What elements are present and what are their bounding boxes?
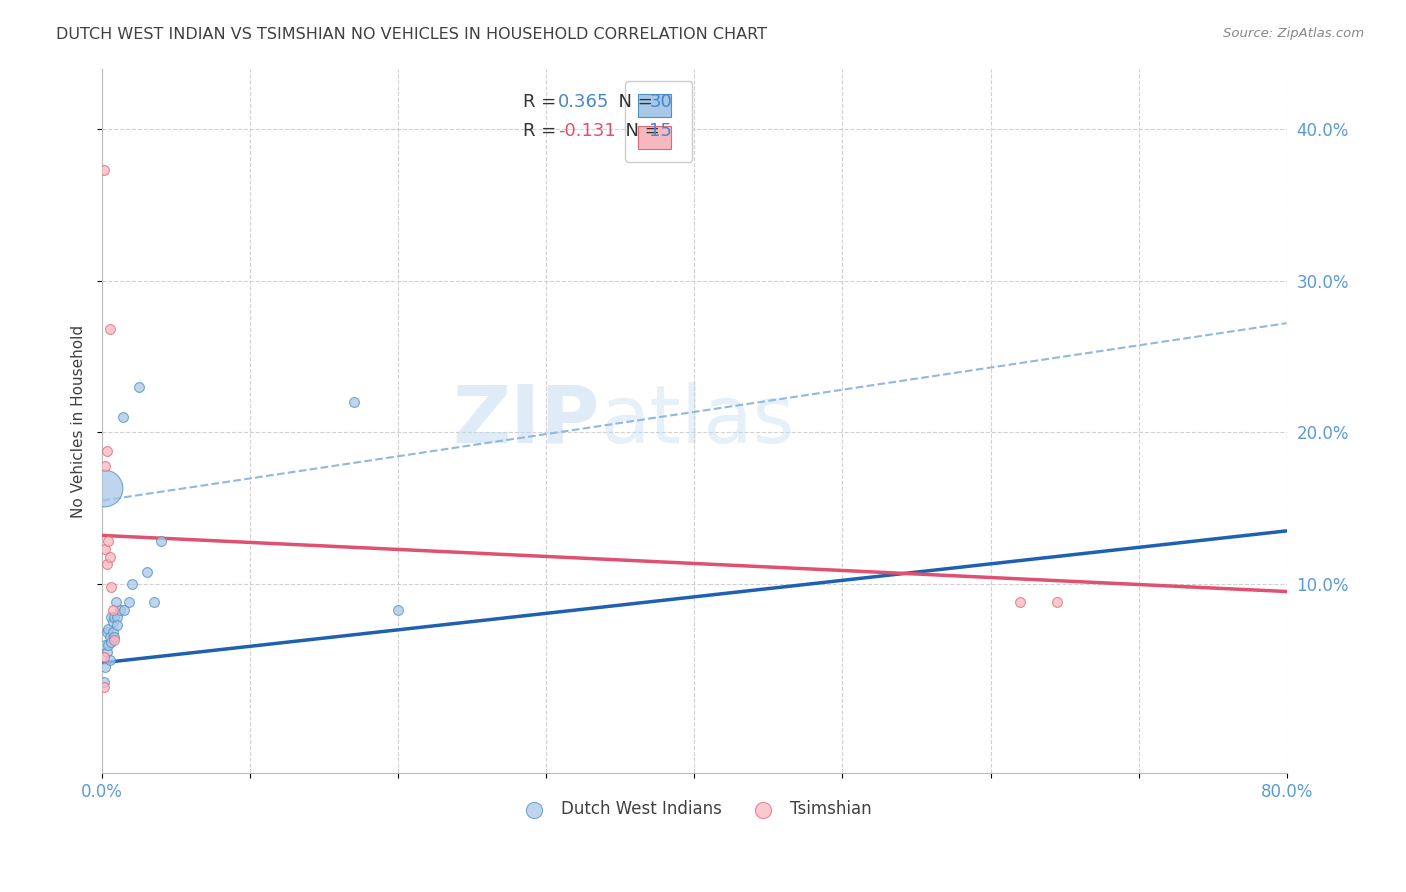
Legend: Dutch West Indians, Tsimshian: Dutch West Indians, Tsimshian: [510, 794, 879, 825]
Point: [150, 534, 173, 549]
Point: [387, 603, 409, 617]
Point: [96, 443, 118, 458]
Point: [94, 458, 117, 473]
Text: atlas: atlas: [599, 382, 794, 460]
Point: [100, 580, 122, 594]
Point: [98, 322, 121, 336]
Point: [135, 565, 157, 579]
Point: [94, 542, 117, 557]
Text: -0.131: -0.131: [558, 121, 616, 139]
Point: [118, 595, 141, 609]
Point: [103, 630, 125, 644]
Point: [94, 638, 117, 652]
Point: [103, 633, 125, 648]
Point: [94, 660, 117, 674]
Point: [97, 638, 120, 652]
Point: [104, 595, 127, 609]
Point: [93, 680, 115, 694]
Point: [1046, 595, 1069, 609]
Point: [121, 577, 143, 591]
Text: Source: ZipAtlas.com: Source: ZipAtlas.com: [1223, 27, 1364, 40]
Point: [97, 623, 120, 637]
Point: [96, 625, 118, 640]
Text: 30: 30: [650, 94, 672, 112]
Point: [101, 603, 124, 617]
Text: N =: N =: [607, 94, 658, 112]
Point: [98, 549, 121, 564]
Point: [112, 603, 135, 617]
Point: [105, 610, 128, 624]
Point: [98, 653, 121, 667]
Point: [111, 410, 134, 425]
Point: [101, 615, 124, 629]
Point: [100, 634, 122, 648]
Text: 15: 15: [650, 121, 672, 139]
Text: 0.365: 0.365: [558, 94, 610, 112]
Point: [103, 610, 125, 624]
Point: [343, 395, 366, 409]
Point: [128, 380, 150, 394]
Point: [143, 595, 166, 609]
Point: [1010, 595, 1032, 609]
Point: [100, 610, 122, 624]
Point: [108, 603, 131, 617]
Point: [97, 534, 120, 549]
Text: DUTCH WEST INDIAN VS TSIMSHIAN NO VEHICLES IN HOUSEHOLD CORRELATION CHART: DUTCH WEST INDIAN VS TSIMSHIAN NO VEHICL…: [56, 27, 768, 42]
Point: [101, 625, 124, 640]
Point: [93, 482, 115, 496]
Point: [93, 649, 115, 664]
Point: [105, 618, 128, 632]
Text: R =: R =: [523, 94, 561, 112]
Point: [96, 645, 118, 659]
Y-axis label: No Vehicles in Household: No Vehicles in Household: [72, 325, 86, 517]
Point: [93, 675, 115, 690]
Point: [93, 163, 115, 178]
Text: R =: R =: [523, 121, 561, 139]
Text: ZIP: ZIP: [453, 382, 599, 460]
Point: [98, 630, 121, 644]
Text: N =: N =: [614, 121, 665, 139]
Point: [96, 558, 118, 572]
